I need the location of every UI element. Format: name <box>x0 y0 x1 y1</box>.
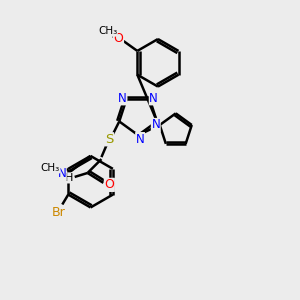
Text: O: O <box>114 32 123 44</box>
Text: CH₃: CH₃ <box>41 163 60 173</box>
Text: H: H <box>64 173 73 183</box>
Text: S: S <box>105 133 113 146</box>
Text: N: N <box>152 118 160 131</box>
Text: N: N <box>118 92 127 105</box>
Text: Br: Br <box>52 206 65 219</box>
Text: N: N <box>57 167 66 181</box>
Text: CH₃: CH₃ <box>98 26 117 36</box>
Text: O: O <box>104 178 114 191</box>
Text: N: N <box>136 133 145 146</box>
Text: N: N <box>149 92 158 105</box>
